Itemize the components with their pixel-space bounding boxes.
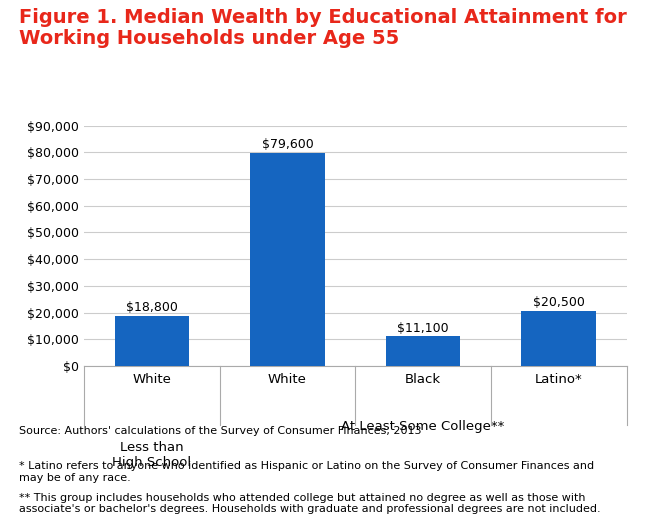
Bar xyxy=(114,316,189,366)
Text: At Least Some College**: At Least Some College** xyxy=(342,419,505,433)
Text: ** This group includes households who attended college but attained no degree as: ** This group includes households who at… xyxy=(19,493,601,514)
Text: Source: Authors' calculations of the Survey of Consumer Finances, 2013: Source: Authors' calculations of the Sur… xyxy=(19,426,422,436)
Bar xyxy=(250,153,325,366)
Text: Less than
High School: Less than High School xyxy=(112,441,191,469)
Text: $20,500: $20,500 xyxy=(533,297,585,310)
Text: Figure 1. Median Wealth by Educational Attainment for: Figure 1. Median Wealth by Educational A… xyxy=(19,8,627,27)
Text: $79,600: $79,600 xyxy=(262,139,313,152)
Bar xyxy=(386,336,461,366)
Text: * Latino refers to anyone who identified as Hispanic or Latino on the Survey of : * Latino refers to anyone who identified… xyxy=(19,461,594,483)
Text: Working Households under Age 55: Working Households under Age 55 xyxy=(19,29,400,48)
Text: $11,100: $11,100 xyxy=(397,322,449,335)
Text: $18,800: $18,800 xyxy=(126,301,178,314)
Bar xyxy=(521,311,596,366)
